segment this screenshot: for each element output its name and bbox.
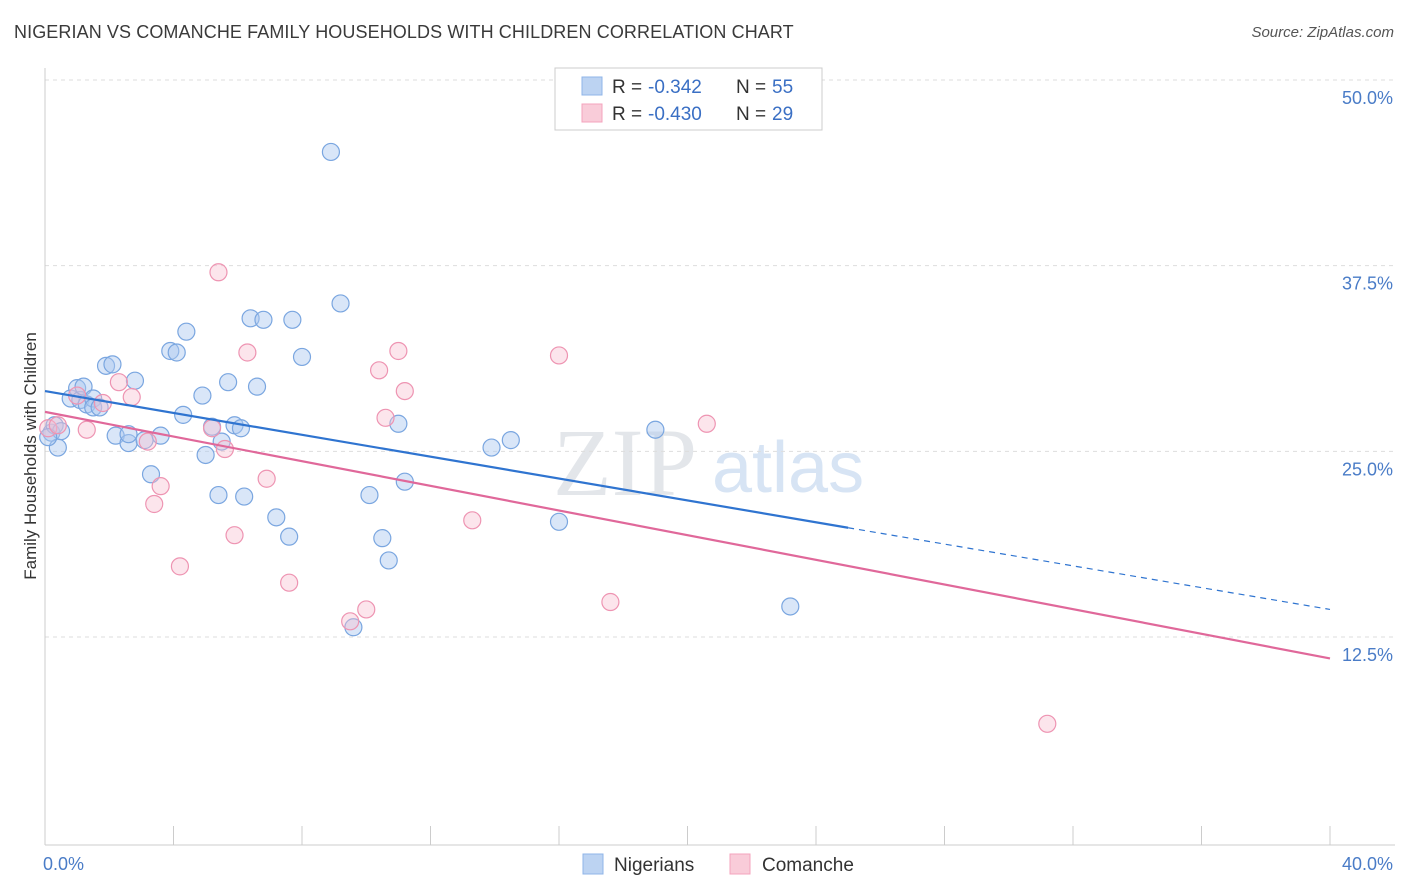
- nigerian-trend-extension: [848, 527, 1331, 611]
- comanche-point: [122, 387, 141, 407]
- axes: [44, 68, 1395, 846]
- legend-n-label-2: N =: [736, 104, 766, 125]
- comanche-point: [697, 414, 716, 433]
- comanche-point: [225, 526, 244, 545]
- legend-r-value-2: -0.430: [648, 104, 702, 125]
- watermark-zip: ZIP: [553, 409, 697, 516]
- nigerian-point: [331, 294, 350, 313]
- comanche-point: [549, 346, 569, 365]
- nigerian-point: [781, 597, 800, 616]
- comanche-point: [463, 511, 482, 530]
- comanche-point: [395, 381, 414, 401]
- nigerian-point: [231, 419, 251, 438]
- nigerian-point: [96, 356, 116, 375]
- legend-swatch-nigerians: [581, 76, 603, 96]
- nigerian-point: [119, 425, 138, 444]
- comanche-point: [1038, 714, 1057, 733]
- nigerian-point: [379, 551, 398, 570]
- watermark-atlas: atlas: [712, 428, 864, 508]
- comanche-point: [370, 361, 389, 380]
- nigerian-point: [549, 512, 569, 531]
- nigerian-point: [193, 386, 212, 405]
- nigerian-point: [125, 371, 145, 390]
- comanche-point: [170, 557, 190, 576]
- nigerian-point: [74, 377, 93, 396]
- nigerian-point: [219, 373, 238, 392]
- nigerian-point: [254, 310, 273, 329]
- comanche-point: [209, 263, 228, 282]
- trend-lines: [44, 390, 1331, 660]
- chart-source: Source: ZipAtlas.com: [1251, 24, 1394, 41]
- comanche-point: [77, 420, 96, 439]
- y-axis-label: Family Households with Children: [21, 332, 40, 580]
- comanche-point: [151, 477, 170, 496]
- legend-n-value-1: 55: [772, 77, 793, 98]
- comanche-point: [109, 373, 128, 392]
- nigerian-point: [482, 438, 501, 457]
- comanche-point: [376, 408, 395, 427]
- nigerian-point: [235, 487, 254, 506]
- legend-n-label-1: N =: [736, 77, 766, 98]
- bottom-swatch-nigerians: [582, 853, 604, 875]
- tick-labels: 50.0% 37.5% 25.0% 12.5% 0.0% 40.0%: [43, 88, 1393, 874]
- x-tick-label: 40.0%: [1342, 854, 1393, 874]
- legend-swatch-comanche: [581, 103, 603, 123]
- correlation-legend: R = -0.342 N = 55 R = -0.430 N = 29: [554, 67, 823, 131]
- comanche-point: [601, 592, 620, 612]
- nigerian-point: [177, 322, 196, 341]
- nigerian-point: [167, 343, 186, 362]
- comanche-point: [341, 612, 360, 631]
- nigerian-point: [292, 347, 312, 367]
- comanche-point: [357, 600, 376, 619]
- comanche-point: [257, 469, 276, 488]
- nigerian-point: [161, 341, 180, 361]
- nigerian-point: [247, 377, 267, 396]
- legend-r-label-1: R =: [612, 77, 642, 98]
- nigerian-point: [321, 142, 341, 162]
- comanche-point: [145, 494, 164, 514]
- x-tick-label: 0.0%: [43, 854, 84, 874]
- comanche-point: [202, 419, 222, 438]
- comanche-point: [389, 341, 408, 361]
- comanche-point: [280, 573, 299, 592]
- data-points: [39, 142, 1057, 733]
- bottom-swatch-comanche: [729, 853, 751, 875]
- comanche-point: [48, 416, 67, 435]
- nigerian-point: [103, 355, 122, 374]
- comanche-trend-line: [44, 410, 1331, 660]
- y-tick-label: 50.0%: [1342, 88, 1393, 108]
- y-tick-label: 37.5%: [1342, 274, 1393, 294]
- comanche-point: [138, 432, 157, 451]
- nigerian-point: [501, 431, 520, 450]
- legend-n-value-2: 29: [772, 104, 793, 125]
- comanche-point: [215, 439, 234, 459]
- nigerian-point: [280, 527, 299, 546]
- legend-r-label-2: R =: [612, 104, 642, 125]
- nigerian-point: [373, 529, 392, 548]
- nigerian-trend-line: [44, 390, 849, 529]
- nigerian-point: [360, 485, 379, 505]
- series-legend: Nigerians Comanche: [582, 853, 854, 876]
- y-tick-label: 25.0%: [1342, 459, 1393, 479]
- chart-title: NIGERIAN VS COMANCHE FAMILY HOUSEHOLDS W…: [14, 22, 794, 42]
- nigerian-point: [267, 508, 286, 527]
- nigerian-point: [283, 310, 302, 329]
- nigerian-point: [646, 420, 665, 439]
- nigerian-point: [209, 485, 228, 505]
- nigerian-point: [141, 465, 161, 484]
- bottom-legend-nigerians: Nigerians: [614, 855, 694, 876]
- y-tick-label: 12.5%: [1342, 645, 1393, 665]
- nigerian-point: [196, 445, 215, 465]
- legend-r-value-1: -0.342: [648, 77, 702, 98]
- comanche-point: [238, 343, 257, 362]
- bottom-legend-comanche: Comanche: [762, 855, 854, 876]
